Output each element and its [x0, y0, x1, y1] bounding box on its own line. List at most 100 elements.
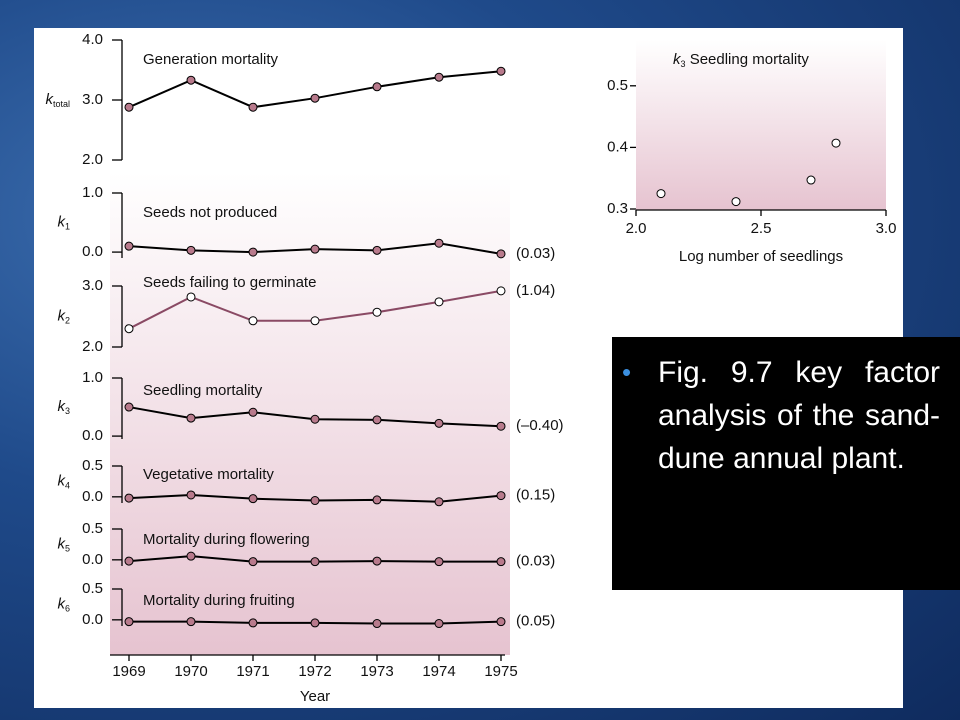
y-label: k4: [57, 472, 70, 490]
panel-title: k3 Seedling mortality: [673, 51, 809, 69]
y-tick-label: 1.0: [82, 369, 103, 386]
marker: [434, 238, 444, 248]
marker: [310, 618, 320, 628]
marker: [496, 421, 506, 431]
marker: [310, 316, 320, 326]
y-label-var: k: [45, 91, 54, 108]
x-label: Log number of seedlings: [679, 248, 843, 265]
y-tick-label: 1.0: [82, 184, 103, 201]
x-tick-label: 1969: [112, 663, 145, 680]
y-label: k3: [57, 398, 70, 416]
point: [806, 175, 816, 185]
point: [731, 197, 741, 207]
marker: [496, 491, 506, 501]
y-tick-label: 0.3: [607, 200, 628, 217]
title-var: k: [673, 51, 682, 68]
marker: [186, 617, 196, 627]
y-label-var: k: [57, 595, 66, 612]
marker: [434, 418, 444, 428]
marker: [310, 93, 320, 103]
panel-title: Seeds failing to germinate: [143, 274, 316, 291]
slope-label: (0.15): [516, 487, 555, 504]
caption-box: • Fig. 9.7 key factor analysis of the sa…: [612, 337, 960, 590]
panel-shade: [110, 172, 510, 655]
y-tick-label: 0.0: [82, 488, 103, 505]
bullet: •: [622, 357, 632, 387]
y-label-sub: 6: [65, 604, 70, 614]
marker: [186, 292, 196, 302]
marker: [496, 249, 506, 259]
marker: [248, 618, 258, 628]
slope-label: (0.05): [516, 613, 555, 630]
y-label: k6: [57, 595, 70, 613]
x-tick-label: 1974: [422, 663, 455, 680]
x-tick-label: 2.5: [751, 220, 772, 237]
y-label-sub: total: [53, 99, 70, 109]
y-label-sub: 2: [65, 316, 70, 326]
marker: [372, 619, 382, 629]
y-label-sub: 3: [65, 406, 70, 416]
marker: [124, 617, 134, 627]
y-label-var: k: [57, 535, 66, 552]
marker: [248, 247, 258, 257]
marker: [496, 557, 506, 567]
title-text: Seedling mortality: [690, 51, 810, 68]
marker: [186, 75, 196, 85]
slope-label: (0.03): [516, 245, 555, 262]
y-label-sub: 4: [65, 481, 70, 491]
y-tick-label: 2.0: [82, 151, 103, 168]
panel-title: Mortality during flowering: [143, 531, 310, 548]
y-label: k5: [57, 535, 70, 553]
y-tick-label: 3.0: [82, 277, 103, 294]
y-label-var: k: [57, 307, 66, 324]
slope-label: (1.04): [516, 282, 555, 299]
marker: [124, 402, 134, 412]
marker: [124, 324, 134, 334]
x-tick-label: 1975: [484, 663, 517, 680]
y-label-var: k: [57, 214, 66, 231]
y-label: ktotal: [45, 91, 70, 109]
marker: [124, 102, 134, 112]
x-tick-label: 1972: [298, 663, 331, 680]
y-tick-label: 0.5: [82, 520, 103, 537]
marker: [124, 241, 134, 251]
x-tick-label: 3.0: [876, 220, 897, 237]
x-tick-label: 1973: [360, 663, 393, 680]
marker: [186, 490, 196, 500]
panel-title: Seeds not produced: [143, 204, 277, 221]
marker: [434, 72, 444, 82]
y-label-sub: 1: [65, 222, 70, 232]
marker: [124, 556, 134, 566]
panel-title: Generation mortality: [143, 51, 279, 68]
y-tick-label: 0.4: [607, 138, 628, 155]
marker: [372, 82, 382, 92]
panel-shade: [636, 40, 886, 210]
marker: [372, 415, 382, 425]
marker: [248, 316, 258, 326]
y-tick-label: 0.0: [82, 551, 103, 568]
y-label-sub: 5: [65, 544, 70, 554]
marker: [186, 245, 196, 255]
panel-title: Vegetative mortality: [143, 466, 274, 483]
caption: Fig. 9.7 key factor analysis of the sand…: [658, 356, 940, 475]
marker: [496, 617, 506, 627]
marker: [372, 307, 382, 317]
y-tick-label: 0.5: [82, 580, 103, 597]
y-label: k2: [57, 307, 70, 325]
marker: [186, 551, 196, 561]
y-tick-label: 2.0: [82, 338, 103, 355]
marker: [248, 407, 258, 417]
y-tick-label: 0.5: [82, 457, 103, 474]
slope-label: (–0.40): [516, 417, 564, 434]
y-label-var: k: [57, 472, 66, 489]
marker: [372, 495, 382, 505]
title-sub: 3: [681, 59, 686, 69]
panel-title: Seedling mortality: [143, 382, 263, 399]
marker: [310, 414, 320, 424]
x-label: Year: [300, 688, 330, 705]
y-label: k1: [57, 214, 70, 232]
marker: [248, 557, 258, 567]
marker: [372, 245, 382, 255]
marker: [434, 619, 444, 629]
